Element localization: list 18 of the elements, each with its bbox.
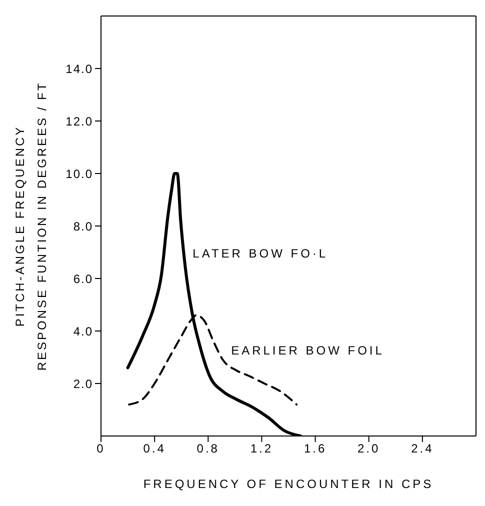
x-tick-label: 0 (96, 442, 106, 456)
x-tick-label: 0.4 (143, 442, 166, 456)
y-tick-label: 4.0 (73, 324, 93, 338)
y-tick-label: 10.0 (66, 166, 93, 181)
y-axis-title: PITCH-ANGLE FREQUENCY RESPONSE FUNTION IN DEGREES / FT (13, 81, 49, 371)
y-tick-label: 8.0 (73, 219, 93, 234)
x-tick-label: 2.0 (358, 442, 380, 456)
series-label: EARLIER BOW FOIL (231, 343, 384, 358)
x-tick-label: 1.2 (250, 442, 274, 456)
x-tick-label: 1.6 (304, 442, 327, 456)
y-tick-label: 14.0 (66, 62, 93, 76)
x-axis-title: FREQUENCY OF ENCOUNTER IN CPS (143, 477, 434, 491)
y-tick-label: 6.0 (73, 272, 93, 286)
series-label: LATER BOW FO·L (192, 246, 328, 260)
y-tick-label: 12.0 (66, 114, 93, 128)
x-tick-label: 0.8 (196, 442, 220, 456)
y-tick-label: 2.0 (73, 376, 93, 391)
x-tick-label: 2.4 (411, 442, 434, 456)
